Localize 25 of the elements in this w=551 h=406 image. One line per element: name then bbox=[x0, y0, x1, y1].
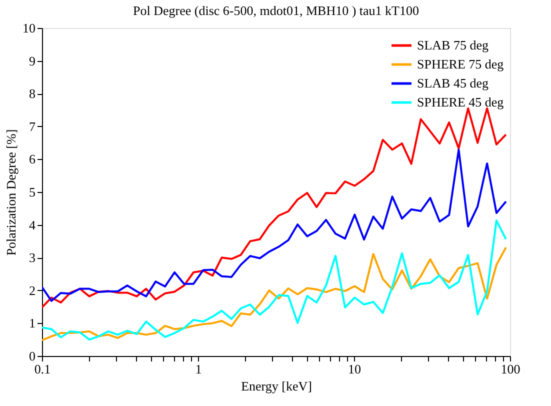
y-tick-label: 2 bbox=[29, 282, 36, 298]
y-tick-label: 6 bbox=[29, 152, 36, 167]
y-tick-label: 3 bbox=[29, 250, 36, 266]
legend-label: SLAB 45 deg bbox=[417, 76, 489, 90]
chart-title: Pol Degree (disc 6-500, mdot01, MBH10 ) tau1 kT100 bbox=[133, 3, 419, 18]
line-series bbox=[42, 220, 507, 341]
y-tick-label: 4 bbox=[29, 217, 36, 232]
y-tick-label: 9 bbox=[29, 53, 36, 68]
legend-label: SPHERE 45 deg bbox=[417, 94, 504, 110]
legend-label: SPHERE 75 deg bbox=[417, 56, 504, 72]
line-series bbox=[42, 148, 507, 302]
x-tick-label: 100 bbox=[500, 362, 520, 376]
x-tick-label: 10 bbox=[348, 362, 361, 376]
legend-label: SLAB 75 deg bbox=[417, 38, 489, 52]
y-tick-label: 5 bbox=[29, 184, 36, 200]
x-tick-label: 1 bbox=[195, 362, 202, 376]
y-tick-label: 7 bbox=[29, 118, 36, 134]
y-tick-label: 8 bbox=[29, 86, 36, 102]
y-tick-label: 0 bbox=[29, 348, 36, 364]
x-tick-label: 0.1 bbox=[34, 362, 51, 376]
y-tick-label: 10 bbox=[22, 20, 36, 36]
x-axis-title: Energy [keV] bbox=[241, 378, 312, 394]
y-tick-label: 1 bbox=[29, 316, 36, 331]
line-series bbox=[42, 246, 507, 342]
y-axis-title: Polarization Degree [%] bbox=[4, 129, 18, 256]
